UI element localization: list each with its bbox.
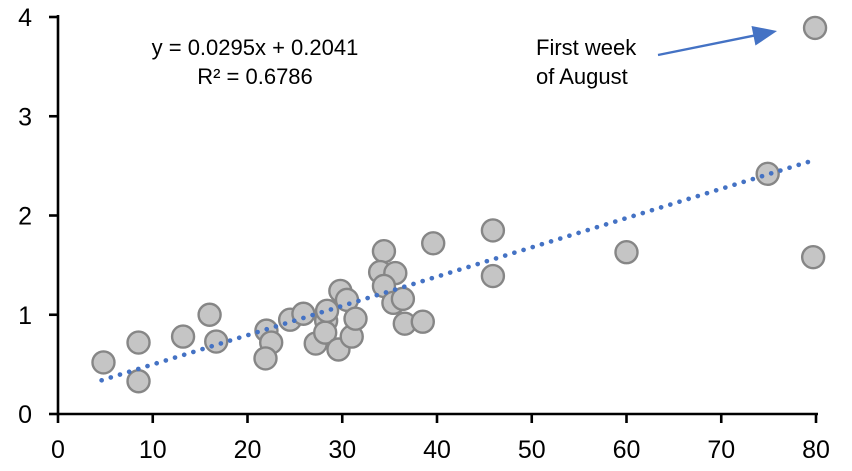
data-point [314,298,340,323]
x-tick-label: 10 [139,436,167,464]
data-point [421,231,446,256]
y-tick-label: 3 [18,103,32,131]
annotation-line-1: First week [536,35,637,60]
y-tick-label: 2 [18,203,32,231]
x-tick-label: 0 [51,436,65,464]
annotation-arrow-head [751,25,777,46]
y-tick-label: 0 [18,401,32,429]
data-point [371,239,397,264]
data-point [614,240,639,265]
y-tick-label: 1 [18,302,32,330]
data-point [480,218,506,243]
annotation-arrow-shaft [657,34,756,57]
data-point [197,302,222,327]
data-point [126,330,151,355]
y-tick-label: 4 [18,4,32,32]
x-tick-label: 40 [423,436,451,464]
x-tick-label: 80 [802,436,830,464]
data-point [126,369,151,394]
annotation-label: First week of August [536,33,636,91]
data-point [755,161,780,187]
equation-text: y = 0.0295x + 0.2041 [151,35,359,60]
data-point [253,346,278,371]
x-tick-label: 20 [234,436,262,464]
annotation-line-2: of August [536,64,628,89]
x-tick-label: 60 [613,436,641,464]
data-point [204,329,229,354]
x-tick-label: 70 [707,436,735,464]
data-point [410,309,435,334]
trend-line [99,158,815,383]
data-point [802,15,828,41]
data-point [91,350,116,375]
trendline-equation: y = 0.0295x + 0.2041 R² = 0.6786 [110,33,400,91]
data-point [170,324,196,349]
x-tick-label: 50 [518,436,546,464]
data-point [343,306,368,331]
data-point [480,263,506,289]
data-point [800,244,826,270]
r-squared-text: R² = 0.6786 [197,64,313,89]
x-tick-label: 30 [328,436,356,464]
